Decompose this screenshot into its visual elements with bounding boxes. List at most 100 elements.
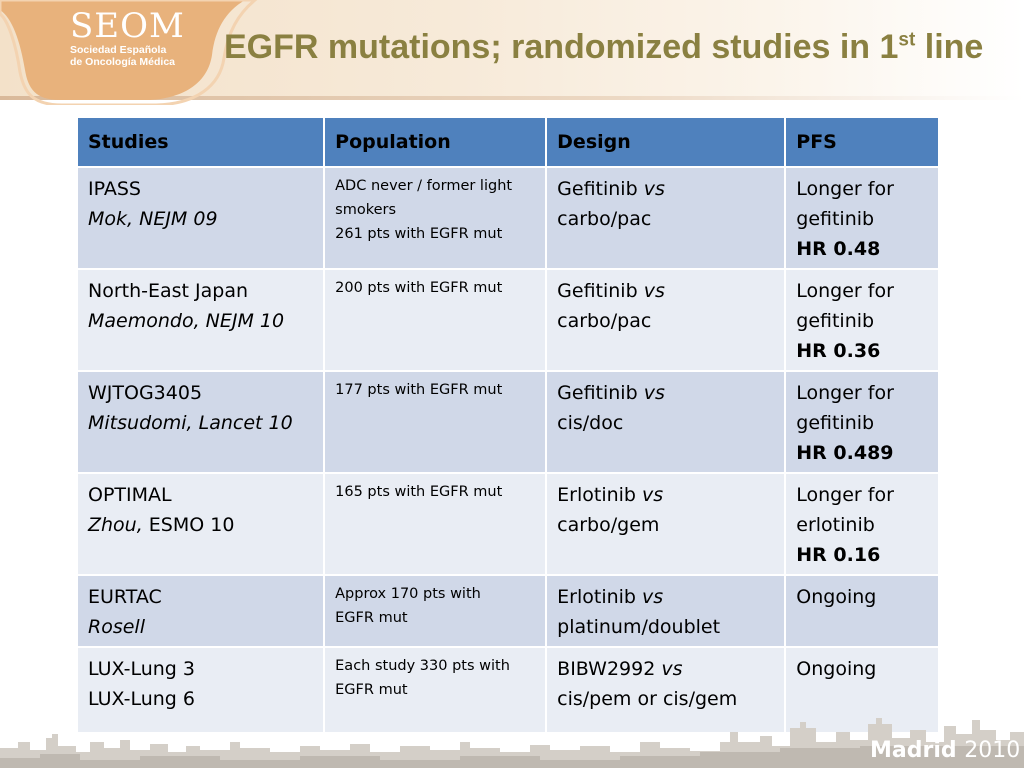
- design-vs: vs: [643, 280, 665, 302]
- study-name: EURTAC: [88, 586, 162, 608]
- pfs-line: erlotinib: [796, 514, 875, 536]
- study-name: LUX-Lung 3: [88, 658, 195, 680]
- design-vs: vs: [643, 178, 665, 200]
- footer-year: 2010: [964, 738, 1021, 763]
- cell-design: BIBW2992 vs cis/pem or cis/gem: [547, 648, 785, 732]
- design-drug: Erlotinib: [557, 586, 636, 608]
- cell-study: WJTOG3405 Mitsudomi, Lancet 10: [78, 372, 324, 472]
- design-drug: Gefitinib: [557, 280, 638, 302]
- design-comparator: cis/doc: [557, 412, 624, 434]
- population-line: 200 pts with EGFR mut: [335, 280, 503, 296]
- design-drug-line: BIBW2992 vs: [557, 654, 774, 684]
- pfs-line: Longer for: [796, 178, 894, 200]
- population-line: EGFR mut: [335, 682, 408, 698]
- study-reference: Mitsudomi, Lancet 10: [88, 412, 293, 434]
- cell-study: OPTIMAL Zhou, ESMO 10: [78, 474, 324, 574]
- cell-pfs: Longer for gefitinib HR 0.48: [786, 168, 938, 268]
- reference-source: ESMO 10: [142, 514, 235, 536]
- header-pfs: PFS: [786, 118, 938, 166]
- cell-population: Each study 330 pts with EGFR mut: [325, 648, 546, 732]
- studies-table: Studies Population Design PFS IPASS Mok,…: [76, 116, 940, 734]
- cell-study: LUX-Lung 3 LUX-Lung 6: [78, 648, 324, 732]
- design-drug: Gefitinib: [557, 382, 638, 404]
- pfs-line: Ongoing: [796, 658, 877, 680]
- population-line: 177 pts with EGFR mut: [335, 382, 503, 398]
- logo-subtitle-line2: de Oncología Médica: [70, 56, 176, 68]
- pfs-line: Longer for: [796, 382, 894, 404]
- pfs-line: Longer for: [796, 484, 894, 506]
- header-population: Population: [325, 118, 546, 166]
- cell-pfs: Longer for gefitinib HR 0.36: [786, 270, 938, 370]
- table-row: IPASS Mok, NEJM 09 ADC never / former li…: [78, 168, 938, 268]
- title-end: line: [915, 28, 984, 66]
- study-reference: Rosell: [88, 616, 145, 638]
- design-vs: vs: [661, 658, 683, 680]
- hazard-ratio: HR 0.489: [796, 442, 894, 464]
- cell-population: 177 pts with EGFR mut: [325, 372, 546, 472]
- design-drug-line: Erlotinib vs: [557, 480, 774, 510]
- design-drug-line: Erlotinib vs: [557, 582, 774, 612]
- footer-city: Madrid: [870, 738, 957, 763]
- logo-background-shape: [0, 0, 258, 105]
- cell-population: 200 pts with EGFR mut: [325, 270, 546, 370]
- cell-study: IPASS Mok, NEJM 09: [78, 168, 324, 268]
- title-superscript: st: [898, 29, 916, 51]
- hazard-ratio: HR 0.16: [796, 544, 881, 566]
- design-vs: vs: [643, 382, 665, 404]
- cell-pfs: Ongoing: [786, 648, 938, 732]
- study-reference: Mok, NEJM 09: [88, 208, 218, 230]
- design-drug: Erlotinib: [557, 484, 636, 506]
- study-reference: Zhou, ESMO 10: [88, 510, 313, 540]
- design-drug-line: Gefitinib vs: [557, 174, 774, 204]
- design-comparator: carbo/pac: [557, 208, 652, 230]
- pfs-line: gefitinib: [796, 208, 875, 230]
- table-row: North-East Japan Maemondo, NEJM 10 200 p…: [78, 270, 938, 370]
- cell-study: EURTAC Rosell: [78, 576, 324, 646]
- cell-population: 165 pts with EGFR mut: [325, 474, 546, 574]
- design-drug-line: Gefitinib vs: [557, 378, 774, 408]
- design-drug: BIBW2992: [557, 658, 656, 680]
- cell-design: Gefitinib vs carbo/pac: [547, 270, 785, 370]
- footer-event-label: Madrid 2010: [870, 738, 1020, 768]
- cell-study: North-East Japan Maemondo, NEJM 10: [78, 270, 324, 370]
- city-skyline-decoration: [0, 718, 1024, 768]
- design-drug: Gefitinib: [557, 178, 638, 200]
- design-vs: vs: [642, 484, 664, 506]
- study-reference: Maemondo, NEJM 10: [88, 310, 285, 332]
- study-name: North-East Japan: [88, 280, 249, 302]
- design-comparator: platinum/doublet: [557, 616, 721, 638]
- cell-pfs: Longer for gefitinib HR 0.489: [786, 372, 938, 472]
- header-studies: Studies: [78, 118, 324, 166]
- design-comparator: carbo/pac: [557, 310, 652, 332]
- study-name: OPTIMAL: [88, 484, 172, 506]
- table-row: EURTAC Rosell Approx 170 pts with EGFR m…: [78, 576, 938, 646]
- cell-pfs: Ongoing: [786, 576, 938, 646]
- population-line: Each study 330 pts with: [335, 658, 510, 674]
- population-line: 165 pts with EGFR mut: [335, 484, 503, 500]
- table-header-row: Studies Population Design PFS: [78, 118, 938, 166]
- reference-author: Zhou,: [88, 514, 143, 536]
- population-line: ADC never / former light: [335, 178, 513, 194]
- cell-design: Erlotinib vs carbo/gem: [547, 474, 785, 574]
- cell-pfs: Longer for erlotinib HR 0.16: [786, 474, 938, 574]
- header-band-edge: [0, 96, 1024, 100]
- study-name: IPASS: [88, 178, 141, 200]
- cell-design: Gefitinib vs carbo/pac: [547, 168, 785, 268]
- slide-title: EGFR mutations; randomized studies in 1s…: [224, 28, 1014, 76]
- population-line: EGFR mut: [335, 610, 408, 626]
- study-name-secondary: LUX-Lung 6: [88, 688, 195, 710]
- design-comparator: carbo/gem: [557, 514, 660, 536]
- pfs-line: gefitinib: [796, 412, 875, 434]
- cell-population: ADC never / former light smokers 261 pts…: [325, 168, 546, 268]
- study-name: WJTOG3405: [88, 382, 203, 404]
- pfs-line: Longer for: [796, 280, 894, 302]
- population-line: smokers: [335, 202, 397, 218]
- logo-wordmark: SEOM: [70, 6, 185, 46]
- title-main: EGFR mutations; randomized studies in 1: [224, 28, 899, 66]
- design-drug-line: Gefitinib vs: [557, 276, 774, 306]
- cell-design: Erlotinib vs platinum/doublet: [547, 576, 785, 646]
- design-vs: vs: [642, 586, 664, 608]
- design-comparator: cis/pem or cis/gem: [557, 688, 738, 710]
- pfs-line: Ongoing: [796, 586, 877, 608]
- cell-population: Approx 170 pts with EGFR mut: [325, 576, 546, 646]
